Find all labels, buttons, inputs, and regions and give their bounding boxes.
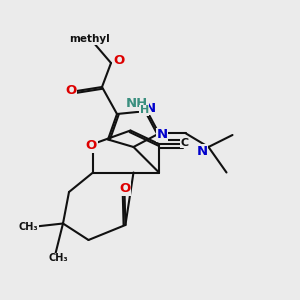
Text: N: N bbox=[156, 128, 168, 142]
Text: NH: NH bbox=[126, 97, 148, 110]
Text: H: H bbox=[140, 105, 149, 116]
Text: O: O bbox=[65, 83, 76, 97]
Text: O: O bbox=[113, 54, 124, 67]
Text: N: N bbox=[144, 101, 156, 115]
Text: N: N bbox=[196, 145, 208, 158]
Text: methyl: methyl bbox=[70, 34, 110, 44]
Text: O: O bbox=[119, 182, 130, 196]
Text: C: C bbox=[180, 137, 189, 148]
Text: CH₃: CH₃ bbox=[49, 253, 68, 263]
Text: O: O bbox=[86, 139, 97, 152]
Text: CH₃: CH₃ bbox=[19, 221, 38, 232]
